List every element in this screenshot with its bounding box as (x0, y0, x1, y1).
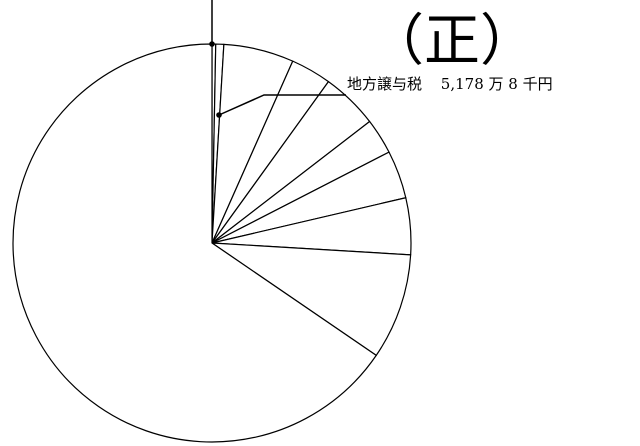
top-leader-dot (209, 41, 215, 47)
pie-slice-9 (211, 242, 412, 356)
callout-label-name: 地方譲与税 (347, 75, 422, 93)
pie-slices (12, 43, 412, 443)
callout-leader-line (218, 94, 346, 116)
callout-leader-dot (216, 112, 222, 118)
pie-slice-10 (12, 43, 377, 443)
correction-mark: （正） (368, 9, 536, 74)
callout-label: 地方譲与税 5,178 万 8 千円 (347, 75, 553, 93)
callout-label-value: 5,178 万 8 千円 (441, 75, 553, 93)
